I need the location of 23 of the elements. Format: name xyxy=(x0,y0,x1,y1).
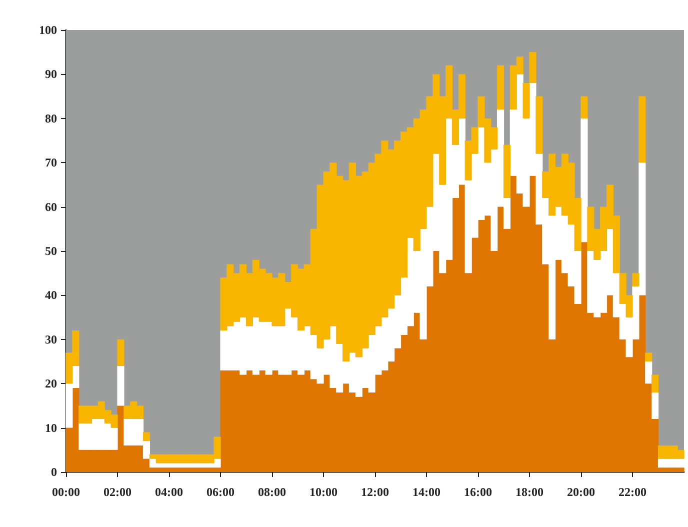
x-tick-label: 08:00 xyxy=(258,485,286,499)
x-tick-label: 20:00 xyxy=(567,485,595,499)
y-tick-label: 80 xyxy=(45,111,57,126)
x-tick-label: 22:00 xyxy=(618,485,646,499)
x-tick-label: 14:00 xyxy=(412,485,440,499)
x-tick-label: 02:00 xyxy=(104,485,132,499)
x-tick-label: 10:00 xyxy=(310,485,338,499)
y-tick-label: 100 xyxy=(39,23,57,37)
x-tick-label: 04:00 xyxy=(155,485,183,499)
y-tick-label: 20 xyxy=(45,376,57,391)
y-tick-label: 70 xyxy=(45,156,57,170)
x-tick-label: 16:00 xyxy=(464,485,492,499)
x-tick-label: 12:00 xyxy=(361,485,389,499)
y-tick-label: 0 xyxy=(51,465,57,479)
y-tick-label: 10 xyxy=(45,420,57,435)
y-tick-label: 90 xyxy=(45,67,57,82)
x-tick-label: 00:00 xyxy=(52,485,80,499)
y-tick-label: 60 xyxy=(45,200,57,214)
y-tick-label: 40 xyxy=(45,288,57,302)
y-tick-label: 50 xyxy=(45,244,57,258)
x-tick-label: 18:00 xyxy=(516,485,544,499)
x-tick-label: 06:00 xyxy=(206,485,234,499)
y-tick-label: 30 xyxy=(45,332,57,346)
